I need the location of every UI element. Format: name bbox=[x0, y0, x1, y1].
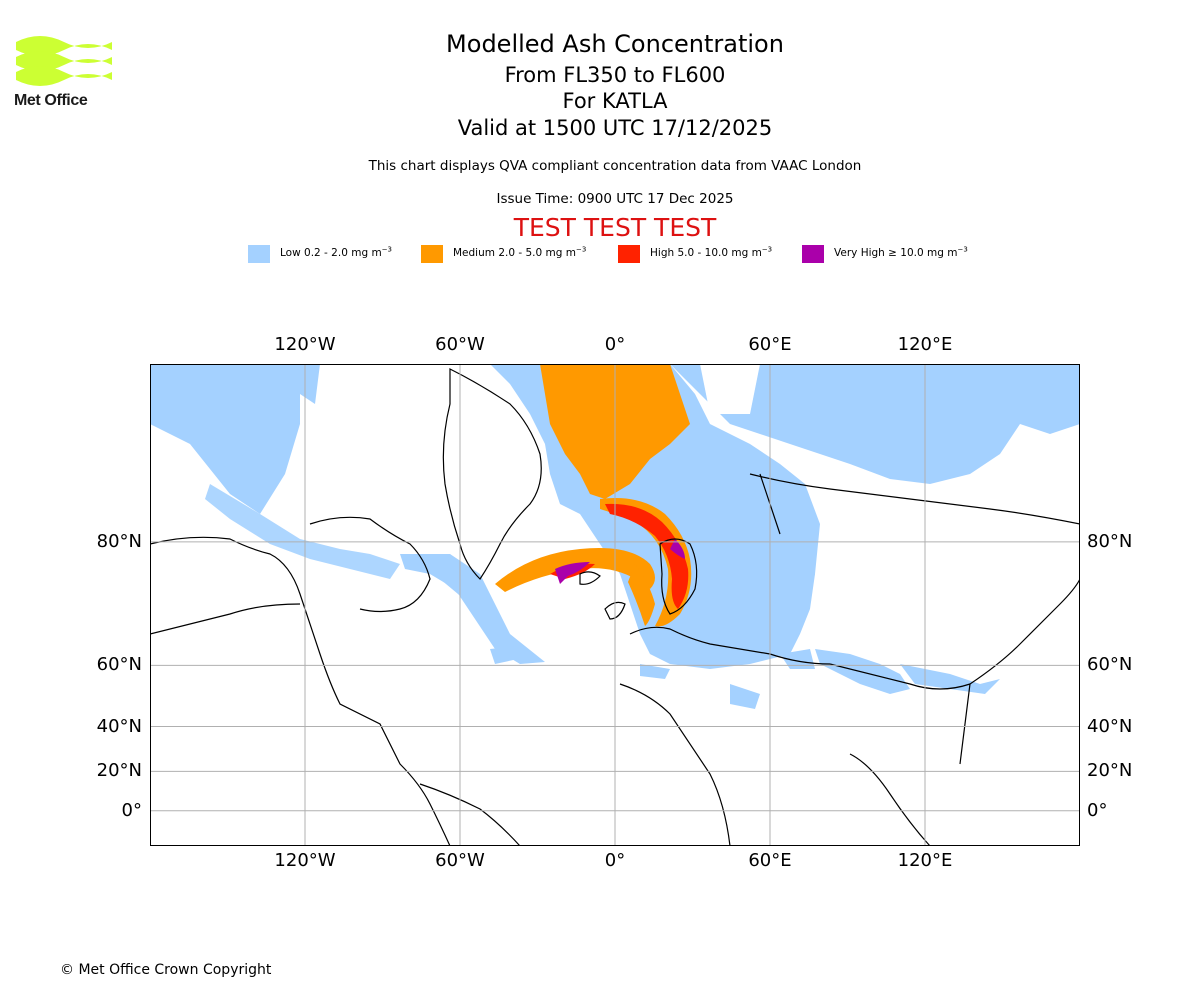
coastlines bbox=[150, 368, 1080, 846]
latitude-tick-label-left: 60°N bbox=[96, 654, 142, 676]
longitude-tick-label-bottom: 120°E bbox=[897, 850, 953, 871]
latitude-tick-label-right: 60°N bbox=[1087, 654, 1133, 676]
map-frame bbox=[150, 364, 1080, 846]
longitude-tick-label-top: 120°E bbox=[897, 334, 953, 355]
issue-time: Issue Time: 0900 UTC 17 Dec 2025 bbox=[496, 191, 734, 207]
legend-swatch-medium bbox=[421, 245, 443, 263]
longitude-tick-label-bottom: 0° bbox=[604, 850, 626, 871]
longitude-tick-label-bottom: 60°E bbox=[748, 850, 792, 871]
map-gridlines bbox=[150, 364, 1080, 846]
ash-area-very-high bbox=[555, 539, 685, 584]
valid-time: Valid at 1500 UTC 17/12/2025 bbox=[457, 116, 773, 140]
met-office-wave-logo-icon bbox=[16, 36, 112, 86]
test-banner: TEST TEST TEST bbox=[513, 213, 717, 242]
latitude-tick-label-right: 0° bbox=[1087, 799, 1108, 821]
legend-label-low: Low 0.2 - 2.0 mg m−3 bbox=[280, 245, 393, 259]
longitude-tick-label-top: 60°W bbox=[435, 334, 485, 355]
latitude-tick-label-left: 80°N bbox=[96, 530, 142, 552]
latitude-tick-label-right: 80°N bbox=[1087, 530, 1133, 552]
latitude-tick-label-left: 0° bbox=[121, 799, 142, 821]
met-office-logo-text: Met Office bbox=[14, 92, 88, 109]
legend-label-medium: Medium 2.0 - 5.0 mg m−3 bbox=[453, 245, 587, 259]
latitude-tick-label-left: 20°N bbox=[96, 760, 142, 782]
ash-concentration-map bbox=[150, 364, 1080, 846]
data-source-note: This chart displays QVA compliant concen… bbox=[368, 158, 862, 174]
legend-label-very-high: Very High ≥ 10.0 mg m−3 bbox=[834, 245, 968, 259]
legend-swatch-low bbox=[248, 245, 270, 263]
longitude-tick-label-top: 0° bbox=[604, 334, 626, 355]
legend-swatch-very-high bbox=[802, 245, 824, 263]
chart-title: Modelled Ash Concentration bbox=[446, 30, 784, 58]
longitude-tick-label-top: 60°E bbox=[748, 334, 792, 355]
flight-level-range: From FL350 to FL600 bbox=[504, 63, 726, 87]
latitude-tick-label-right: 20°N bbox=[1087, 760, 1133, 782]
copyright-notice: © Met Office Crown Copyright bbox=[60, 962, 272, 978]
longitude-tick-label-bottom: 120°W bbox=[274, 850, 336, 871]
legend-swatch-high bbox=[618, 245, 640, 263]
longitude-tick-label-top: 120°W bbox=[274, 334, 336, 355]
longitude-tick-label-bottom: 60°W bbox=[435, 850, 485, 871]
latitude-tick-label-left: 40°N bbox=[96, 715, 142, 737]
latitude-tick-label-right: 40°N bbox=[1087, 715, 1133, 737]
volcano-name: For KATLA bbox=[562, 89, 668, 113]
legend-label-high: High 5.0 - 10.0 mg m−3 bbox=[650, 245, 773, 259]
